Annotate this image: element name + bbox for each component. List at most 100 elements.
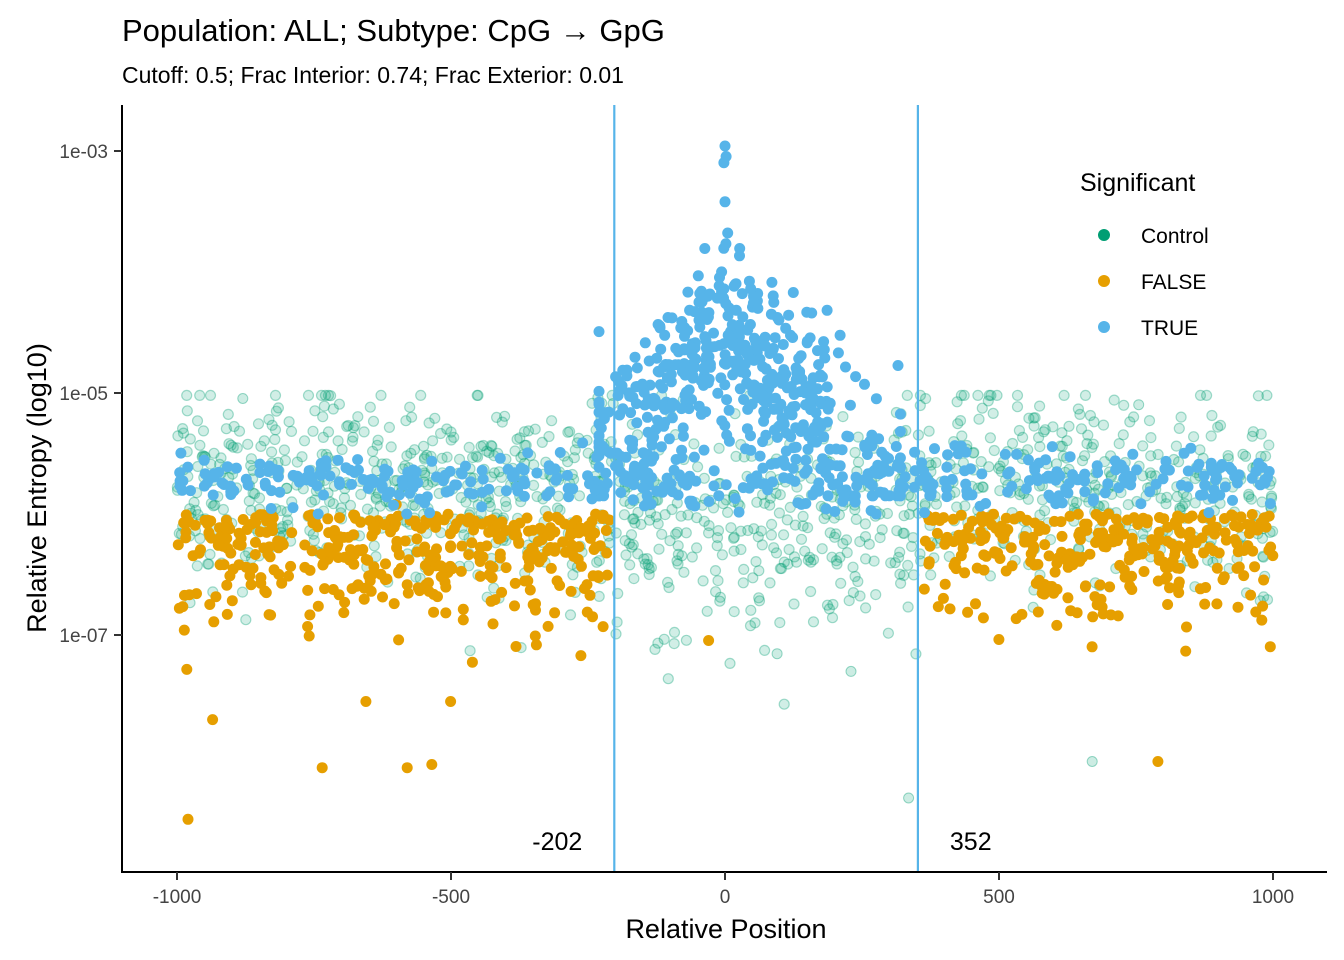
control-point: [959, 500, 971, 512]
false-point: [423, 585, 435, 597]
control-point: [227, 441, 239, 453]
control-point: [371, 439, 383, 451]
false-point: [543, 525, 555, 537]
true-point: [919, 507, 930, 519]
false-point: [1245, 519, 1257, 531]
control-point: [1145, 432, 1157, 444]
true-point: [1191, 461, 1203, 473]
control-point: [1067, 495, 1079, 508]
true-point: [699, 243, 711, 254]
true-point: [678, 343, 690, 355]
false-point: [542, 511, 554, 523]
true-point: [198, 480, 210, 492]
false-point: [530, 549, 542, 561]
control-point: [368, 540, 380, 552]
false-point: [1162, 599, 1174, 610]
true-point: [1175, 479, 1187, 491]
false-point: [565, 585, 577, 597]
control-point: [774, 489, 786, 501]
false-point: [523, 561, 535, 573]
legend-label-control: Control: [1141, 225, 1209, 248]
false-point: [483, 526, 495, 538]
control-point: [1118, 399, 1130, 411]
control-point: [954, 415, 967, 427]
control-point: [177, 427, 190, 439]
control-point: [1243, 488, 1255, 500]
control-point: [1034, 509, 1046, 521]
false-point: [385, 526, 396, 538]
control-point: [758, 644, 771, 657]
false-point: [304, 564, 316, 576]
control-point: [802, 554, 814, 566]
true-point: [1067, 469, 1078, 481]
true-point: [692, 270, 704, 282]
legend: Significant Control FALSE TRUE: [1080, 169, 1209, 340]
true-point: [625, 407, 637, 419]
control-point: [435, 427, 447, 440]
control-point: [347, 422, 359, 434]
control-point: [797, 520, 809, 532]
control-point: [567, 569, 579, 581]
control-point: [1079, 389, 1092, 401]
true-point: [733, 506, 745, 518]
control-point: [475, 440, 487, 452]
true-point: [290, 471, 301, 483]
true-point: [700, 372, 712, 384]
false-point: [1043, 581, 1055, 592]
control-point: [207, 500, 219, 512]
true-point: [729, 493, 741, 504]
control-point: [826, 551, 838, 563]
control-point: [821, 599, 834, 611]
control-point: [859, 602, 872, 614]
true-point: [894, 426, 906, 437]
true-point: [1250, 466, 1262, 478]
control-point: [701, 605, 713, 617]
control-point: [782, 558, 794, 570]
control-point: [298, 435, 311, 447]
control-point: [770, 547, 783, 559]
control-point: [491, 411, 503, 423]
control-point: [333, 398, 345, 410]
control-point: [906, 500, 919, 512]
control-point: [807, 554, 820, 566]
false-point: [957, 534, 969, 545]
legend-key-control: [1098, 229, 1110, 241]
control-point: [643, 563, 655, 575]
false-point: [1128, 542, 1140, 554]
control-point: [1127, 411, 1140, 423]
true-point: [850, 371, 862, 383]
control-point: [725, 522, 737, 534]
false-point: [247, 562, 259, 574]
true-point: [702, 311, 714, 323]
true-point: [955, 442, 967, 454]
control-point: [1247, 426, 1259, 438]
false-point: [381, 573, 393, 585]
false-point: [212, 539, 224, 551]
control-point: [1122, 499, 1134, 511]
false-point: [959, 567, 971, 579]
control-point: [735, 543, 747, 556]
control-point: [463, 560, 475, 572]
control-point: [518, 426, 531, 438]
control-point: [317, 431, 329, 443]
false-point: [409, 515, 421, 527]
control-point: [346, 435, 358, 447]
false-point: [303, 630, 315, 642]
true-point: [316, 462, 327, 474]
control-point: [296, 451, 308, 463]
true-point: [786, 409, 798, 421]
true-point: [1079, 486, 1091, 498]
true-point: [745, 430, 756, 442]
control-point: [483, 447, 495, 459]
control-point: [652, 637, 664, 649]
control-point: [308, 534, 320, 547]
control-point: [618, 509, 631, 521]
true-point: [476, 501, 488, 513]
control-point: [1082, 429, 1094, 441]
true-point: [752, 302, 764, 314]
control-point: [799, 545, 811, 557]
control-point: [1172, 456, 1185, 468]
y-tick-label: 1e-07: [59, 626, 108, 647]
legend-key-true: [1098, 321, 1110, 333]
true-point: [738, 394, 750, 405]
